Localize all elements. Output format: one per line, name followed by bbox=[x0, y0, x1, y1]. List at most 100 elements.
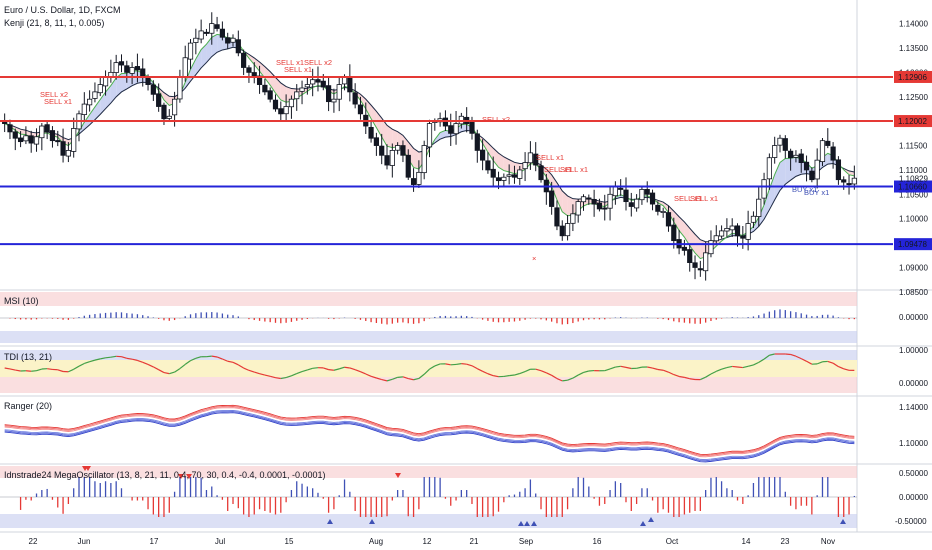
sell-signal: SELL x1 bbox=[544, 165, 572, 174]
candle bbox=[814, 159, 820, 180]
tdi-segment bbox=[190, 357, 197, 362]
candle bbox=[81, 103, 87, 115]
candle bbox=[474, 133, 480, 151]
tdi-segment bbox=[370, 375, 377, 379]
tdi-segment bbox=[753, 361, 760, 366]
tdi-segment bbox=[386, 378, 393, 382]
tdi-segment bbox=[89, 359, 96, 363]
tdi-segment bbox=[94, 358, 101, 361]
buy-arrow bbox=[369, 519, 375, 524]
candle bbox=[803, 161, 810, 171]
candle bbox=[341, 76, 348, 85]
tdi-segment bbox=[843, 368, 850, 371]
tdi-segment bbox=[238, 364, 244, 369]
sell-signal: SELL x2 bbox=[304, 58, 332, 67]
candle bbox=[198, 30, 204, 40]
tdi-segment bbox=[243, 367, 250, 371]
tdi-segment bbox=[397, 376, 404, 378]
candle bbox=[134, 66, 141, 71]
level-tag bbox=[894, 238, 932, 251]
candle bbox=[596, 202, 603, 210]
tdi-segment bbox=[131, 358, 138, 361]
tdi-segment bbox=[36, 368, 43, 372]
cloud-segment bbox=[280, 82, 287, 103]
tdi-segment bbox=[806, 360, 813, 365]
candle bbox=[618, 187, 624, 190]
buy-arrow bbox=[524, 521, 530, 526]
candle bbox=[347, 76, 353, 93]
candle bbox=[511, 174, 518, 178]
candle bbox=[623, 189, 629, 203]
tdi-segment bbox=[758, 358, 765, 363]
candle bbox=[485, 160, 491, 171]
candle bbox=[766, 157, 772, 180]
tdi-segment bbox=[535, 368, 542, 372]
tdi-segment bbox=[678, 375, 685, 378]
candle bbox=[310, 79, 316, 85]
candle bbox=[416, 171, 422, 185]
candle bbox=[734, 225, 741, 237]
tdi-segment bbox=[78, 362, 85, 367]
tdi-segment bbox=[429, 365, 436, 370]
tdi-segment bbox=[827, 360, 834, 364]
tdi-segment bbox=[137, 359, 143, 363]
candle bbox=[320, 80, 326, 88]
sell-signal: SELL x2 bbox=[40, 90, 68, 99]
tdi-segment bbox=[737, 366, 743, 369]
candle bbox=[495, 177, 502, 182]
tdi-segment bbox=[333, 368, 340, 371]
tdi-title[interactable]: TDI (13, 21) bbox=[4, 352, 53, 362]
x-tick-label: Oct bbox=[666, 537, 679, 546]
candle bbox=[549, 190, 555, 207]
candle bbox=[368, 126, 374, 139]
candle bbox=[692, 262, 698, 268]
candle bbox=[607, 193, 613, 209]
candle bbox=[166, 115, 172, 119]
candle bbox=[304, 84, 310, 88]
x-tick-label: 23 bbox=[781, 537, 790, 546]
msi-title[interactable]: MSI (10) bbox=[4, 296, 39, 306]
tdi-segment bbox=[280, 376, 287, 380]
candle bbox=[405, 154, 411, 178]
candle bbox=[639, 189, 645, 201]
tdi-segment bbox=[211, 355, 218, 358]
cloud-segment bbox=[20, 129, 26, 135]
tdi-segment bbox=[800, 358, 807, 362]
candle bbox=[426, 123, 433, 148]
tdi-segment bbox=[710, 370, 717, 375]
cloud-segment bbox=[105, 85, 111, 109]
x-tick-label: Jun bbox=[78, 537, 91, 546]
sell-signal: SELL x1 bbox=[276, 58, 304, 67]
tdi-segment bbox=[503, 375, 510, 378]
candle bbox=[235, 39, 241, 54]
mega-title[interactable]: Idnstrade24 MegaOscillator (13, 8, 21, 1… bbox=[4, 470, 326, 480]
tdi-segment bbox=[466, 363, 473, 367]
x-tick-label: Aug bbox=[369, 537, 383, 546]
ranger-title[interactable]: Ranger (20) bbox=[4, 401, 53, 411]
y-tick-label: 1.10500 bbox=[899, 190, 928, 199]
candle bbox=[517, 169, 523, 179]
candle bbox=[580, 196, 587, 203]
cloud-segment bbox=[126, 71, 133, 89]
x-tick-label: Nov bbox=[821, 537, 835, 546]
candle bbox=[649, 192, 656, 205]
candle bbox=[87, 98, 93, 106]
indicator-title[interactable]: Kenji (21, 8, 11, 1, 0.005) bbox=[4, 18, 105, 28]
tdi-segment bbox=[625, 366, 632, 370]
cloud-segment bbox=[509, 159, 515, 174]
tdi-segment bbox=[540, 370, 547, 374]
ranger-axis-bottom: 1.10000 bbox=[899, 439, 928, 448]
cloud-segment bbox=[769, 174, 775, 210]
cloud-segment bbox=[413, 148, 419, 170]
candle bbox=[193, 37, 199, 43]
tdi-segment bbox=[147, 363, 154, 368]
candle bbox=[39, 125, 45, 139]
tdi-segment bbox=[349, 367, 356, 371]
mega-axis-top: 0.50000 bbox=[899, 469, 928, 478]
tdi-segment bbox=[264, 374, 271, 377]
cloud-segment bbox=[498, 153, 504, 171]
x-tick-label: Sep bbox=[519, 537, 534, 546]
candle bbox=[522, 162, 528, 170]
symbol-title[interactable]: Euro / U.S. Dollar, 1D, FXCM bbox=[4, 5, 121, 15]
tdi-segment bbox=[514, 372, 520, 376]
